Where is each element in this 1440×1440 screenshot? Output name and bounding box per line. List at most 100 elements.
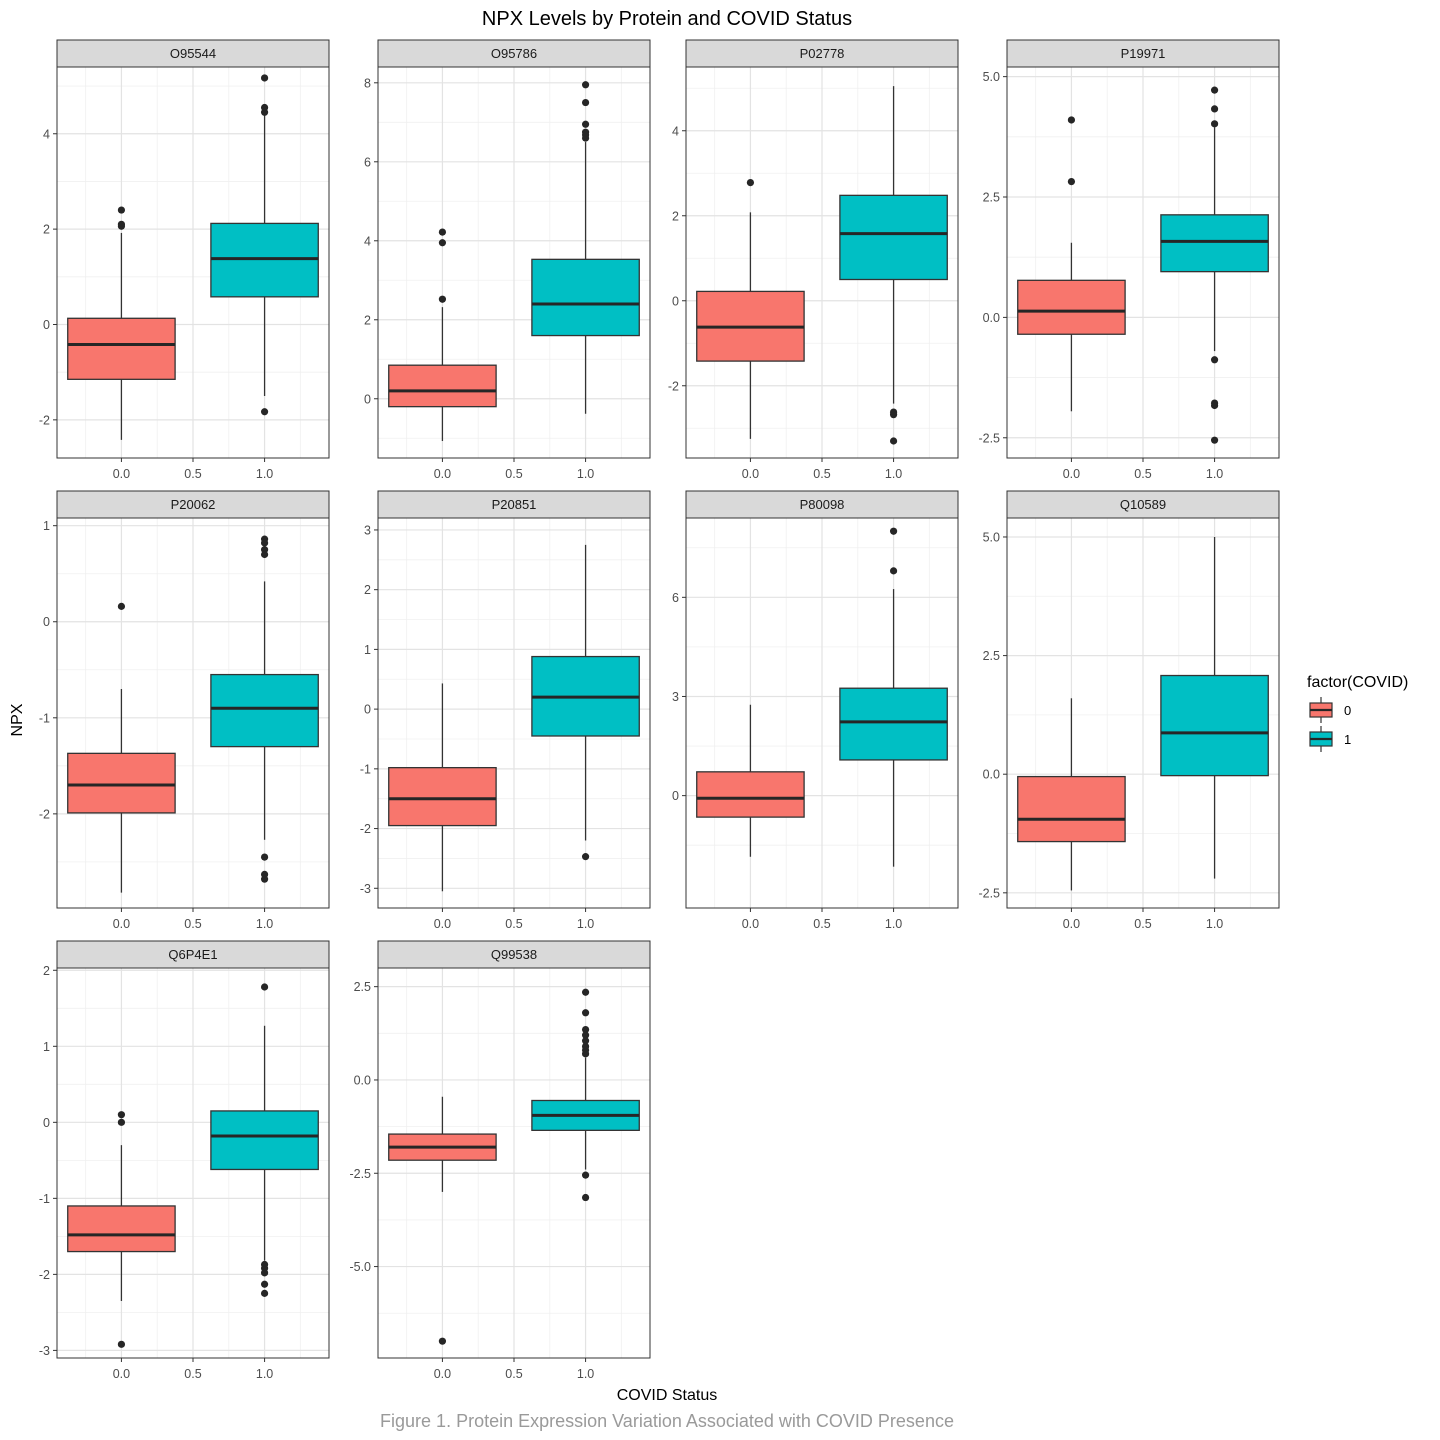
outlier-point (581, 120, 590, 128)
x-tick-label: 0.0 (1063, 917, 1080, 931)
x-tick-label: 0.5 (505, 467, 522, 481)
y-tick-label: 2.5 (983, 191, 1000, 205)
x-tick-label: 0.0 (1063, 467, 1080, 481)
x-tick-label: 1.0 (256, 467, 273, 481)
y-tick-label: 1 (364, 643, 371, 657)
y-tick-label: 0 (43, 615, 50, 629)
y-tick-label: -1 (360, 762, 371, 776)
y-tick-label: 2.5 (983, 649, 1000, 663)
y-tick-label: -1 (39, 711, 50, 725)
x-tick-label: 1.0 (256, 917, 273, 931)
x-tick-label: 1.0 (577, 917, 594, 931)
box (1160, 214, 1269, 273)
facet-strip (685, 490, 959, 519)
outlier-point (260, 539, 269, 547)
box-group-covid-0 (1017, 116, 1126, 412)
box-group-covid-0 (1017, 698, 1126, 891)
box-group-covid-1 (531, 544, 640, 861)
facet-strip-label: O95786 (491, 46, 537, 61)
outlier-point (1210, 86, 1219, 94)
facet-strip-label: Q6P4E1 (168, 947, 217, 962)
outlier-point (889, 527, 898, 535)
y-tick-label: 0.0 (983, 768, 1000, 782)
x-tick-label: 1.0 (885, 917, 902, 931)
outlier-point (889, 437, 898, 445)
outlier-point (260, 875, 269, 883)
box-group-covid-0 (67, 1111, 176, 1348)
x-tick-label: 0.0 (742, 917, 759, 931)
y-tick-label: 2 (43, 964, 50, 978)
legend-title: factor(COVID) (1307, 674, 1408, 691)
y-tick-label: 0.0 (354, 1073, 371, 1087)
outlier-point (438, 228, 447, 236)
facet-panels: O95544 -2 0 2 4 0.0 0.5 1.0 O95786 0 2 4 6 8 0.0 0.5 1.0… (39, 39, 1280, 1381)
x-tick-label: 1.0 (577, 1367, 594, 1381)
facet-strip-label: P02778 (800, 46, 845, 61)
facet-panel-P02778: P02778 -2 0 2 4 0.0 0.5 1.0 (668, 39, 959, 481)
facet-panel-P20851: P20851 -3 -2 -1 0 1 2 3 0.0 0.5 1.0 (360, 490, 651, 931)
box (531, 258, 640, 337)
outlier-point (117, 1118, 126, 1126)
box-group-covid-0 (388, 683, 497, 892)
outlier-point (117, 1111, 126, 1119)
facet-strip (56, 39, 330, 68)
box-group-covid-0 (388, 1096, 497, 1345)
y-tick-label: -2 (360, 822, 371, 836)
y-tick-label: 5.0 (983, 530, 1000, 544)
x-tick-label: 0.0 (742, 467, 759, 481)
outlier-point (260, 1280, 269, 1288)
box-group-covid-1 (839, 86, 948, 445)
y-tick-label: 4 (43, 127, 50, 141)
x-tick-label: 1.0 (885, 467, 902, 481)
box-group-covid-1 (210, 535, 319, 883)
y-tick-label: -3 (39, 1344, 50, 1358)
box (696, 771, 805, 818)
outlier-point (746, 179, 755, 187)
x-tick-label: 1.0 (1206, 917, 1223, 931)
outlier-point (438, 295, 447, 303)
x-tick-label: 1.0 (577, 467, 594, 481)
x-tick-label: 0.0 (434, 467, 451, 481)
outlier-point (1210, 120, 1219, 128)
outlier-point (117, 206, 126, 214)
facet-strip-label: P19971 (1121, 46, 1166, 61)
facet-strip (685, 39, 959, 68)
outlier-point (581, 98, 590, 107)
facet-panel-P19971: P19971 -2.5 0.0 2.5 5.0 0.0 0.5 1.0 (978, 39, 1280, 481)
y-tick-label: -5.0 (349, 1260, 371, 1274)
y-tick-label: 1 (43, 519, 50, 533)
y-tick-label: 5.0 (983, 70, 1000, 84)
y-tick-label: 0.0 (983, 311, 1000, 325)
facet-panel-P20062: P20062 -2 -1 0 1 0.0 0.5 1.0 (39, 490, 330, 931)
outlier-point (1210, 105, 1219, 113)
box-group-covid-0 (67, 206, 176, 440)
box (839, 194, 948, 281)
x-tick-label: 0.5 (184, 467, 201, 481)
box (210, 673, 319, 748)
outlier-point (581, 81, 590, 89)
facet-strip-label: P20062 (171, 497, 216, 512)
outlier-point (117, 602, 126, 610)
outlier-point (260, 408, 269, 416)
facet-panel-Q10589: Q10589 -2.5 0.0 2.5 5.0 0.0 0.5 1.0 (978, 490, 1280, 931)
x-tick-label: 0.0 (113, 1367, 130, 1381)
x-tick-label: 1.0 (1206, 467, 1223, 481)
outlier-point (581, 134, 590, 142)
y-tick-label: -2 (39, 413, 50, 427)
x-tick-label: 0.0 (434, 1367, 451, 1381)
y-tick-label: 8 (364, 76, 371, 90)
outlier-point (889, 411, 898, 419)
outlier-point (581, 1050, 590, 1058)
y-tick-label: 4 (672, 124, 679, 138)
outlier-point (581, 1031, 590, 1039)
legend-key-1: 1 (1309, 726, 1351, 752)
facet-strip (56, 490, 330, 519)
facet-strip-label: O95544 (170, 46, 216, 61)
x-axis-title: COVID Status (617, 1387, 717, 1404)
outlier-point (581, 1037, 590, 1045)
facet-strip-label: Q99538 (491, 947, 537, 962)
legend: factor(COVID) 0 1 (1307, 674, 1408, 752)
y-tick-label: 0 (672, 789, 679, 803)
outlier-point (260, 550, 269, 559)
